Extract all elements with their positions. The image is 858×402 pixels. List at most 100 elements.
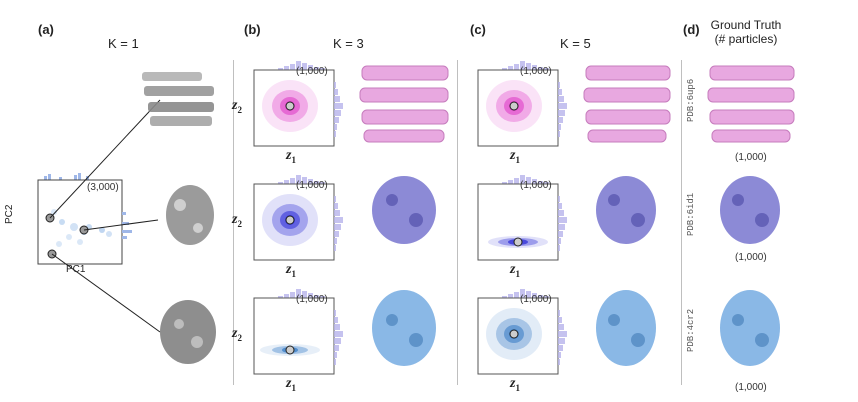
hist-bar xyxy=(558,89,562,95)
top-histogram xyxy=(278,175,325,184)
separator-b-c xyxy=(457,60,458,385)
hist-bar xyxy=(532,179,537,184)
hist-bar xyxy=(334,231,339,237)
hist-bar xyxy=(334,245,336,251)
hist-bar xyxy=(558,117,563,123)
hist-bar xyxy=(558,103,567,109)
hist-bar xyxy=(334,210,340,216)
hist-bar xyxy=(334,203,338,209)
panel-c-k-label: K = 5 xyxy=(560,36,591,51)
top-histogram xyxy=(502,61,549,70)
ground-truth-title-line2: (# particles) xyxy=(714,32,778,46)
hist-bar xyxy=(502,68,507,70)
hist-bar xyxy=(284,294,289,298)
right-histogram xyxy=(558,310,567,365)
plot-frame xyxy=(253,297,335,375)
panel-b-label: (b) xyxy=(244,22,261,37)
hist-bar xyxy=(334,359,336,365)
hist-bar xyxy=(308,293,313,298)
panel-d-label: (d) xyxy=(683,22,700,37)
hist-bar xyxy=(334,82,336,88)
hist-bar xyxy=(334,96,340,102)
hist-bar xyxy=(334,89,338,95)
cluster-center-marker xyxy=(513,237,523,247)
latent-plot-b-1 xyxy=(248,60,358,160)
hist-bar xyxy=(514,64,519,70)
hist-bar xyxy=(334,224,341,230)
hist-bar xyxy=(558,231,563,237)
hist-bar xyxy=(302,177,307,184)
volume-a-3 xyxy=(160,300,216,364)
panel-a-label: (a) xyxy=(38,22,54,37)
volume-b-1 xyxy=(359,65,449,143)
hist-bar xyxy=(558,96,564,102)
hist-bar xyxy=(544,296,549,298)
latent-plot-count: (1,000) xyxy=(520,294,552,305)
hist-bar xyxy=(508,66,513,70)
hist-bar xyxy=(558,203,562,209)
right-histogram xyxy=(334,310,343,365)
latent-y-label: z2 xyxy=(232,98,242,115)
ground-truth-title: Ground Truth (# particles) xyxy=(696,18,796,46)
hist-bar xyxy=(558,124,561,130)
right-histogram xyxy=(334,196,343,251)
top-histogram xyxy=(278,289,325,298)
hist-bar xyxy=(502,182,507,184)
cluster-center-marker xyxy=(509,101,519,111)
hist-bar xyxy=(308,65,313,70)
hist-bar xyxy=(320,182,325,184)
hist-bar xyxy=(290,292,295,298)
hist-bar xyxy=(290,178,295,184)
hist-bar xyxy=(320,296,325,298)
hist-bar xyxy=(526,177,531,184)
hist-bar xyxy=(334,324,340,330)
panel-a-count: (3,000) xyxy=(87,182,119,193)
latent-plot-count: (1,000) xyxy=(296,180,328,191)
hist-bar xyxy=(520,289,525,298)
hist-bar xyxy=(514,178,519,184)
hist-bar xyxy=(334,131,336,137)
separator-c-d xyxy=(681,60,682,385)
gt-pdb-3: PDB:4cr2 xyxy=(686,308,696,352)
hist-bar xyxy=(334,352,337,358)
latent-plot-c-2 xyxy=(472,174,582,274)
hist-bar xyxy=(538,295,543,298)
hist-bar xyxy=(320,68,325,70)
hist-bar xyxy=(558,331,567,337)
latent-plot-b-2 xyxy=(248,174,358,274)
hist-bar xyxy=(278,296,283,298)
hist-bar xyxy=(334,338,341,344)
hist-bar xyxy=(558,217,567,223)
hist-bar xyxy=(558,359,560,365)
hist-bar xyxy=(334,117,339,123)
hist-bar xyxy=(558,210,564,216)
hist-bar xyxy=(314,295,319,298)
hist-bar xyxy=(314,181,319,184)
latent-x-label: z1 xyxy=(510,376,520,393)
hist-bar xyxy=(558,224,565,230)
ground-truth-title-line1: Ground Truth xyxy=(710,18,782,32)
gt-count-1: (1,000) xyxy=(735,152,767,163)
hist-bar xyxy=(334,331,343,337)
latent-plot-count: (1,000) xyxy=(296,294,328,305)
top-histogram xyxy=(278,61,325,70)
pca-right-histogram xyxy=(122,212,132,239)
hist-bar xyxy=(558,196,560,202)
latent-x-label: z1 xyxy=(286,148,296,165)
hist-bar xyxy=(296,289,301,298)
latent-plot-count: (1,000) xyxy=(520,180,552,191)
latent-plot-c-3 xyxy=(472,288,582,388)
hist-bar xyxy=(508,180,513,184)
hist-bar xyxy=(314,67,319,70)
hist-bar xyxy=(296,175,301,184)
latent-x-label: z1 xyxy=(286,376,296,393)
hist-bar xyxy=(558,352,561,358)
hist-bar xyxy=(558,317,562,323)
volume-a-1 xyxy=(142,72,214,126)
hist-bar xyxy=(502,296,507,298)
volume-gt-2 xyxy=(720,176,780,244)
hist-bar xyxy=(532,65,537,70)
gt-count-2: (1,000) xyxy=(735,252,767,263)
cluster-center-marker xyxy=(285,345,295,355)
